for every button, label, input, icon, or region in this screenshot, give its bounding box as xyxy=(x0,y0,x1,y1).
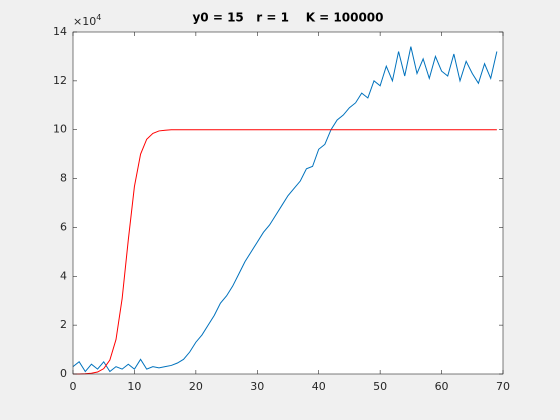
series-line xyxy=(73,129,497,375)
x-tick-label: 0 xyxy=(70,380,77,393)
y-tick-label: 2 xyxy=(60,318,67,331)
x-tick-label: 20 xyxy=(189,380,203,393)
x-tick-label: 60 xyxy=(435,380,449,393)
y-tick-label: 14 xyxy=(53,25,67,38)
x-tick-label: 50 xyxy=(373,380,387,393)
y-multiplier-base: ×10 xyxy=(73,15,96,28)
x-tick-label: 10 xyxy=(127,380,141,393)
y-tick-label: 8 xyxy=(60,172,67,185)
x-tick-label: 70 xyxy=(496,380,510,393)
chart-title: y0 = 15 r = 1 K = 100000 xyxy=(192,11,383,25)
y-multiplier: ×104 xyxy=(73,13,101,29)
y-tick-label: 12 xyxy=(53,74,67,87)
series-line xyxy=(72,46,498,373)
y-multiplier-power: 4 xyxy=(96,13,101,22)
y-tick-label: 4 xyxy=(60,269,67,282)
x-tick-label: 40 xyxy=(312,380,326,393)
x-tick-label: 30 xyxy=(250,380,264,393)
y-tick-label: 0 xyxy=(60,367,67,380)
y-tick-label: 6 xyxy=(60,220,67,233)
plot-area xyxy=(73,32,503,374)
y-tick-label: 10 xyxy=(53,123,67,136)
axes-box xyxy=(72,31,504,375)
